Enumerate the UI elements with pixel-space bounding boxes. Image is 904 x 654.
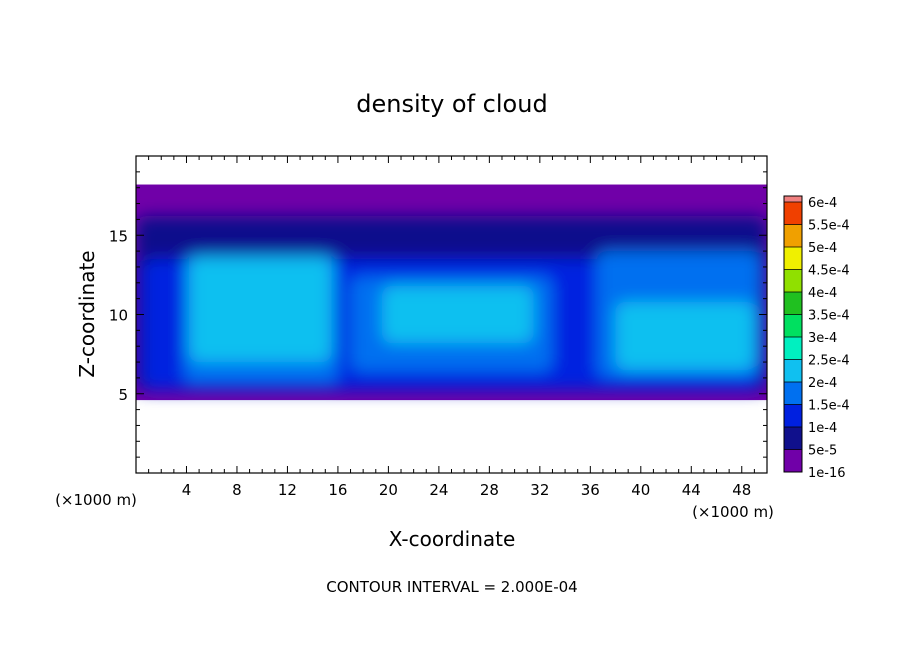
colorbar-swatch [784,202,802,225]
colorbar-label: 1.5e-4 [808,399,850,414]
colorbar-swatch [784,314,802,337]
colorbar-label: 5e-4 [808,241,837,256]
colorbar-swatch [784,224,802,247]
x-tick-label: 24 [429,481,448,499]
colorbar-swatch [784,269,802,292]
cloud-core-layers [136,216,767,391]
x-axis: 4 8 12 16 20 24 28 32 36 40 44 48 [148,156,755,499]
colorbar-label: 2e-4 [808,376,837,391]
x-tick-label: 16 [328,481,347,499]
y-tick-label: 15 [109,227,128,245]
y-tick-label: 10 [109,307,128,325]
x-tick-label: 20 [379,481,398,499]
colorbar-swatch [784,359,802,382]
colorbar-label: 5e-5 [808,444,837,459]
x-axis-label: X-coordinate [389,527,516,551]
cloud-density-field [136,184,767,401]
colorbar-label: 4e-4 [808,286,837,301]
colorbar-swatch [784,404,802,427]
colorbar-label: 3e-4 [808,331,837,346]
colorbar-label: 1e-4 [808,421,837,436]
contour-interval-note: CONTOUR INTERVAL = 2.000E-04 [326,578,577,596]
density-region-8 [615,301,755,370]
colorbar-swatch-top [784,196,802,202]
colorbar-label: 2.5e-4 [808,354,850,369]
colorbar-swatch [784,382,802,405]
colorbar-swatch [784,247,802,270]
chart-title: density of cloud [356,90,547,118]
x-unit-left: (×1000 m) [55,491,137,509]
colorbar-label: 1e-16 [808,466,846,481]
y-axis: 5 10 15 [109,171,767,458]
x-tick-label: 40 [631,481,650,499]
density-region-4 [189,257,332,363]
colorbar-swatch [784,337,802,360]
x-tick-label: 32 [530,481,549,499]
colorbar: 1e-16 5e-5 1e-4 1.5e-4 2e-4 2.5e-4 3e-4 3.5e-4 4… [783,195,850,481]
colorbar-label: 4.5e-4 [808,264,850,279]
y-axis-label: Z-coordinate [75,250,99,377]
x-tick-label: 36 [581,481,600,499]
x-tick-label: 44 [682,481,701,499]
colorbar-label: 6e-4 [808,196,837,211]
x-tick-label: 12 [278,481,297,499]
colorbar-label: 5.5e-4 [808,219,850,234]
x-tick-label: 8 [232,481,242,499]
x-tick-label: 48 [732,481,751,499]
colorbar-swatch [784,292,802,315]
x-tick-label: 28 [480,481,499,499]
y-tick-label: 5 [118,386,128,404]
colorbar-label: 3.5e-4 [808,309,850,324]
colorbar-swatch [784,427,802,450]
density-region-6 [382,285,534,344]
colorbar-swatch [784,449,802,472]
x-tick-label: 4 [182,481,192,499]
x-unit-right: (×1000 m) [692,503,774,521]
